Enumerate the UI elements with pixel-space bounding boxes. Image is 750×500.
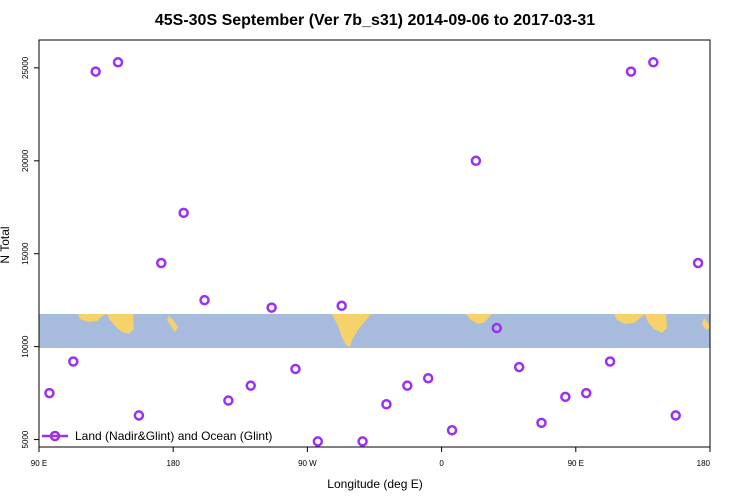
x-axis-title: Longitude (deg E) (327, 477, 422, 491)
y-tick-label: 10000 (21, 335, 30, 358)
data-point (112, 57, 124, 68)
data-point (223, 395, 234, 406)
australia-landmass (78, 314, 134, 334)
data-point (44, 387, 55, 399)
y-tick-label: 25000 (21, 56, 30, 79)
legend: Land (Nadir&Glint) and Ocean (Glint) (42, 429, 272, 443)
x-axis: 90 E 180 90 W 0 90 E 180 (31, 447, 711, 468)
legend-label: Land (Nadir&Glint) and Ocean (Glint) (75, 429, 272, 443)
data-point (446, 425, 458, 436)
data-point (336, 300, 347, 312)
x-tick-label: 90 W (298, 459, 317, 468)
data-points (44, 57, 704, 447)
ocean-background (39, 314, 710, 348)
plot-frame (38, 39, 711, 448)
data-point (199, 294, 210, 306)
data-point (402, 380, 413, 391)
data-point (312, 436, 324, 447)
data-point (422, 372, 434, 384)
data-point (625, 66, 637, 77)
x-tick-label: 0 (439, 459, 444, 468)
data-point (648, 57, 659, 68)
data-point (178, 207, 189, 219)
y-tick-label: 20000 (21, 149, 30, 172)
data-point (491, 322, 503, 334)
south-america-landmass (332, 314, 371, 347)
x-tick-label: 180 (167, 459, 181, 468)
data-point (513, 361, 525, 373)
data-point (133, 410, 145, 421)
x-tick-label: 90 E (31, 459, 47, 468)
data-point (604, 356, 616, 367)
data-point (381, 399, 392, 410)
y-tick-label: 15000 (21, 242, 30, 265)
data-point (90, 66, 101, 77)
y-axis-title: N Total (0, 226, 12, 263)
x-tick-label: 180 (697, 459, 711, 468)
data-point (536, 417, 547, 429)
data-point (580, 387, 592, 399)
chart-title: 45S-30S September (Ver 7b_s31) 2014-09-0… (155, 12, 595, 29)
data-point (470, 155, 482, 167)
legend-marker (49, 430, 61, 442)
map-strip (39, 314, 710, 348)
data-point (560, 391, 571, 403)
data-point (357, 436, 368, 447)
data-point (68, 356, 79, 367)
data-point (266, 302, 277, 313)
australia-landmass-repeat (614, 314, 667, 333)
y-tick-label: 5000 (21, 430, 30, 448)
data-point (670, 410, 681, 421)
new-zealand-landmass-repeat (702, 318, 710, 330)
y-axis: 5000 10000 15000 20000 25000 (21, 56, 39, 448)
data-point (156, 257, 167, 269)
x-tick-label: 90 E (568, 459, 584, 468)
data-point (692, 257, 704, 269)
africa-landmass (466, 314, 492, 324)
data-point (245, 380, 256, 391)
new-zealand-landmass (167, 316, 178, 332)
data-point (290, 363, 301, 375)
